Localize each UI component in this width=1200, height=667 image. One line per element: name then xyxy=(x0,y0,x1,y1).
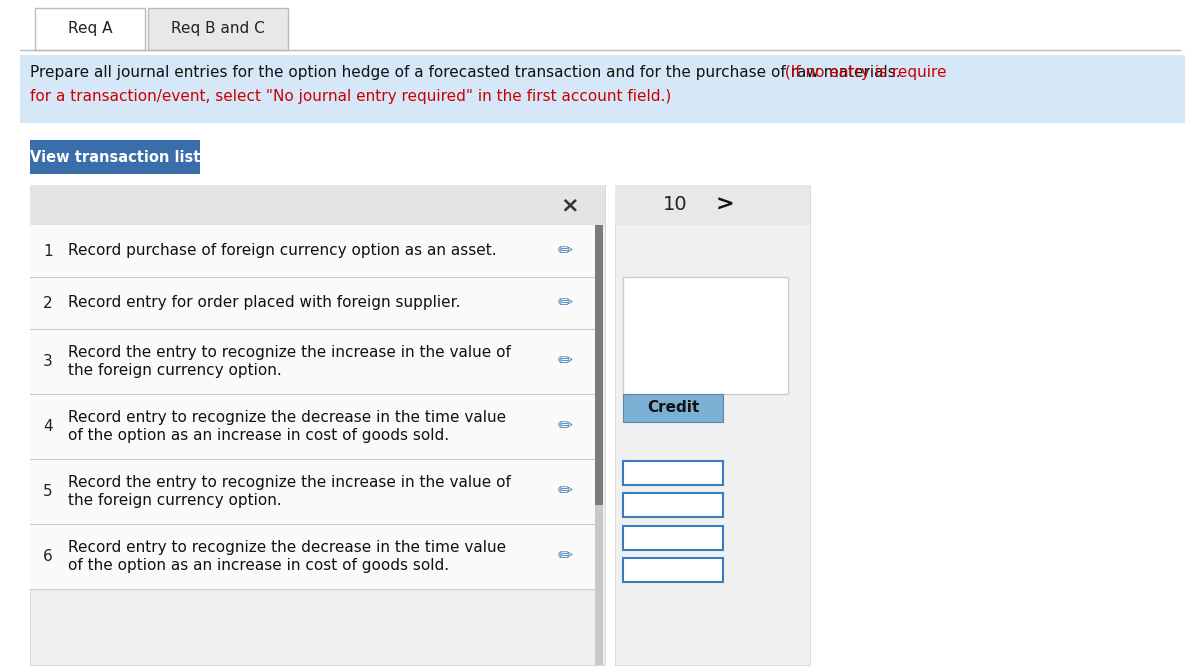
Text: 3: 3 xyxy=(43,354,53,369)
Text: (If no entry is require: (If no entry is require xyxy=(780,65,947,81)
Bar xyxy=(35,8,145,50)
Text: the foreign currency option.: the foreign currency option. xyxy=(68,363,282,378)
Text: Prepare all journal entries for the option hedge of a forecasted transaction and: Prepare all journal entries for the opti… xyxy=(30,65,901,81)
Text: Record entry for order placed with foreign supplier.: Record entry for order placed with forei… xyxy=(68,295,461,311)
Bar xyxy=(623,558,722,582)
Bar xyxy=(623,526,722,550)
Bar xyxy=(148,8,288,50)
Text: 6: 6 xyxy=(43,549,53,564)
Text: ✏: ✏ xyxy=(558,294,572,312)
Text: View transaction list: View transaction list xyxy=(30,149,200,165)
Bar xyxy=(30,140,200,174)
Text: 2: 2 xyxy=(43,295,53,311)
Bar xyxy=(623,277,788,394)
Text: 4: 4 xyxy=(43,419,53,434)
Bar xyxy=(616,185,810,665)
Text: 10: 10 xyxy=(662,195,688,215)
Bar xyxy=(623,461,722,485)
Bar xyxy=(30,524,595,589)
Text: 1: 1 xyxy=(43,243,53,259)
Text: of the option as an increase in cost of goods sold.: of the option as an increase in cost of … xyxy=(68,428,449,443)
Text: Record the entry to recognize the increase in the value of: Record the entry to recognize the increa… xyxy=(68,345,511,360)
Bar xyxy=(623,492,722,516)
Text: ✏: ✏ xyxy=(558,482,572,500)
Bar xyxy=(623,394,722,422)
Text: 5: 5 xyxy=(43,484,53,499)
Bar xyxy=(20,55,1186,123)
Bar xyxy=(30,185,605,665)
Bar xyxy=(30,459,595,524)
Bar xyxy=(595,225,604,505)
Text: ×: × xyxy=(560,195,580,215)
Bar xyxy=(595,225,604,665)
Bar xyxy=(616,185,810,225)
Bar xyxy=(30,329,595,394)
Text: ✏: ✏ xyxy=(558,418,572,436)
Text: for a transaction/event, select "No journal entry required" in the first account: for a transaction/event, select "No jour… xyxy=(30,89,671,105)
Text: Record the entry to recognize the increase in the value of: Record the entry to recognize the increa… xyxy=(68,475,511,490)
Text: ✏: ✏ xyxy=(558,242,572,260)
Text: of the option as an increase in cost of goods sold.: of the option as an increase in cost of … xyxy=(68,558,449,573)
Bar xyxy=(30,225,595,277)
Text: Record purchase of foreign currency option as an asset.: Record purchase of foreign currency opti… xyxy=(68,243,497,259)
Text: Req A: Req A xyxy=(67,21,113,37)
Text: ✏: ✏ xyxy=(558,352,572,370)
Text: the foreign currency option.: the foreign currency option. xyxy=(68,493,282,508)
Text: >: > xyxy=(715,195,734,215)
Bar xyxy=(30,277,595,329)
Text: Credit: Credit xyxy=(647,400,700,416)
Text: Req B and C: Req B and C xyxy=(172,21,265,37)
Text: ✏: ✏ xyxy=(558,548,572,566)
Text: Record entry to recognize the decrease in the time value: Record entry to recognize the decrease i… xyxy=(68,410,506,425)
Text: Record entry to recognize the decrease in the time value: Record entry to recognize the decrease i… xyxy=(68,540,506,555)
Bar xyxy=(30,185,605,225)
Bar xyxy=(30,394,595,459)
